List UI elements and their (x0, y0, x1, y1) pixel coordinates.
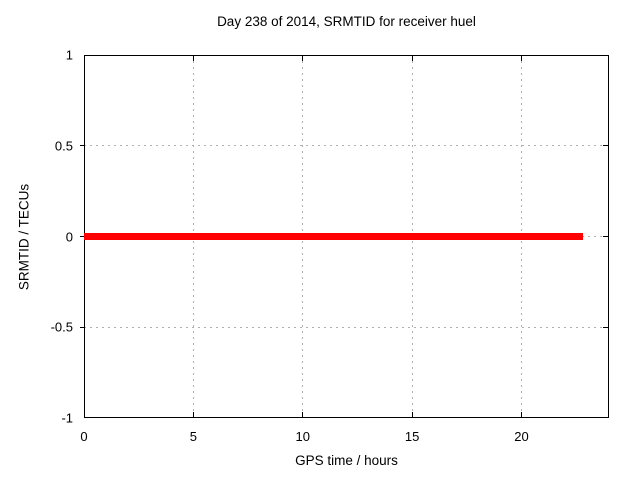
y-tick-right (603, 326, 608, 328)
series-line-srmtid (84, 233, 583, 240)
x-tick-top (192, 56, 194, 61)
x-tick-label: 20 (514, 429, 529, 444)
y-gridline (84, 145, 609, 147)
x-tick-top (521, 56, 522, 61)
x-tick-bottom (521, 412, 522, 417)
x-tick-top (411, 56, 413, 61)
y-gridline (84, 326, 609, 328)
x-tick-label: 0 (80, 429, 88, 444)
x-tick-bottom (192, 412, 194, 417)
y-tick-left (80, 145, 84, 147)
y-tick-left (80, 236, 84, 237)
y-tick-label: -0.5 (50, 319, 73, 335)
x-tick-label: 15 (404, 429, 420, 444)
y-tick-left (80, 326, 84, 328)
y-tick-right (603, 236, 608, 237)
y-tick-label: -1 (61, 410, 73, 426)
x-axis-label: GPS time / hours (295, 453, 398, 468)
y-tick-label: 0 (65, 229, 73, 244)
chart-title: Day 238 of 2014, SRMTID for receiver hue… (217, 14, 476, 29)
y-tick-label: 1 (65, 47, 73, 63)
x-tick-label: 5 (189, 429, 197, 444)
y-tick-right (603, 145, 608, 147)
y-tick-label: 0.5 (54, 138, 73, 154)
x-tick-label: 10 (295, 429, 310, 444)
x-tick-top (302, 56, 304, 61)
x-tick-bottom (302, 412, 304, 417)
x-tick-bottom (411, 412, 413, 417)
